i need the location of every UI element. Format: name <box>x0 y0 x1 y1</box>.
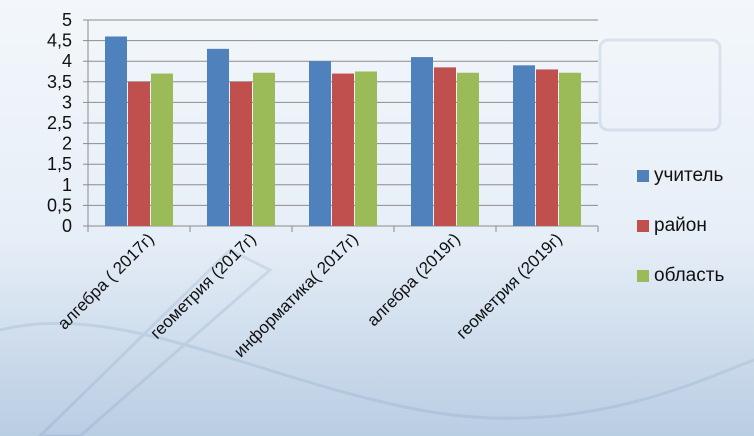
y-tick-label: 4 <box>62 51 72 71</box>
bar-2-3 <box>332 73 354 226</box>
bar-1-1 <box>105 36 127 227</box>
legend-item: область <box>637 263 754 289</box>
bars <box>105 36 581 227</box>
bar-1-2 <box>207 48 229 227</box>
legend-swatch <box>637 170 649 182</box>
y-tick-label: 4,5 <box>47 31 72 51</box>
bar-2-1 <box>128 81 150 226</box>
y-tick-label: 2,5 <box>47 113 72 133</box>
legend: учитель район область <box>637 163 754 313</box>
bar-2-2 <box>230 81 252 226</box>
y-tick-label: 3,5 <box>47 72 72 92</box>
y-tick-label: 5 <box>62 10 72 30</box>
y-tick-label: 0,5 <box>47 195 72 215</box>
x-tick-label: геометрия (2019г) <box>452 229 565 342</box>
x-tick-label: алгебра (2019г) <box>363 229 464 330</box>
y-tick-label: 1,5 <box>47 154 72 174</box>
y-tick-label: 3 <box>62 92 72 112</box>
bar-3-3 <box>355 71 377 226</box>
legend-label: область <box>654 265 725 286</box>
legend-item: район <box>637 213 754 239</box>
bar-3-1 <box>151 73 173 226</box>
bar-3-5 <box>559 72 581 227</box>
legend-label: учитель <box>654 165 724 186</box>
bar-3-4 <box>457 72 479 227</box>
bar-1-4 <box>411 57 433 226</box>
x-tick-label: геометрия (2017г) <box>146 229 259 342</box>
legend-swatch <box>637 220 649 232</box>
y-tick-label: 0 <box>62 216 72 236</box>
bar-2-4 <box>434 67 456 226</box>
y-tick-label: 1 <box>62 175 72 195</box>
bar-1-3 <box>309 61 331 227</box>
y-tick-label: 2 <box>62 134 72 154</box>
bar-3-2 <box>253 72 275 227</box>
legend-label: район <box>654 215 707 236</box>
x-tick-labels: алгебра ( 2017г)геометрия (2017г)информа… <box>54 229 566 361</box>
x-tick-label: алгебра ( 2017г) <box>54 229 158 333</box>
bar-2-5 <box>536 69 558 226</box>
bar-1-5 <box>513 65 535 226</box>
y-tick-labels: 00,511,522,533,544,55 <box>47 10 72 236</box>
legend-swatch <box>637 270 649 282</box>
legend-item: учитель <box>637 163 754 189</box>
